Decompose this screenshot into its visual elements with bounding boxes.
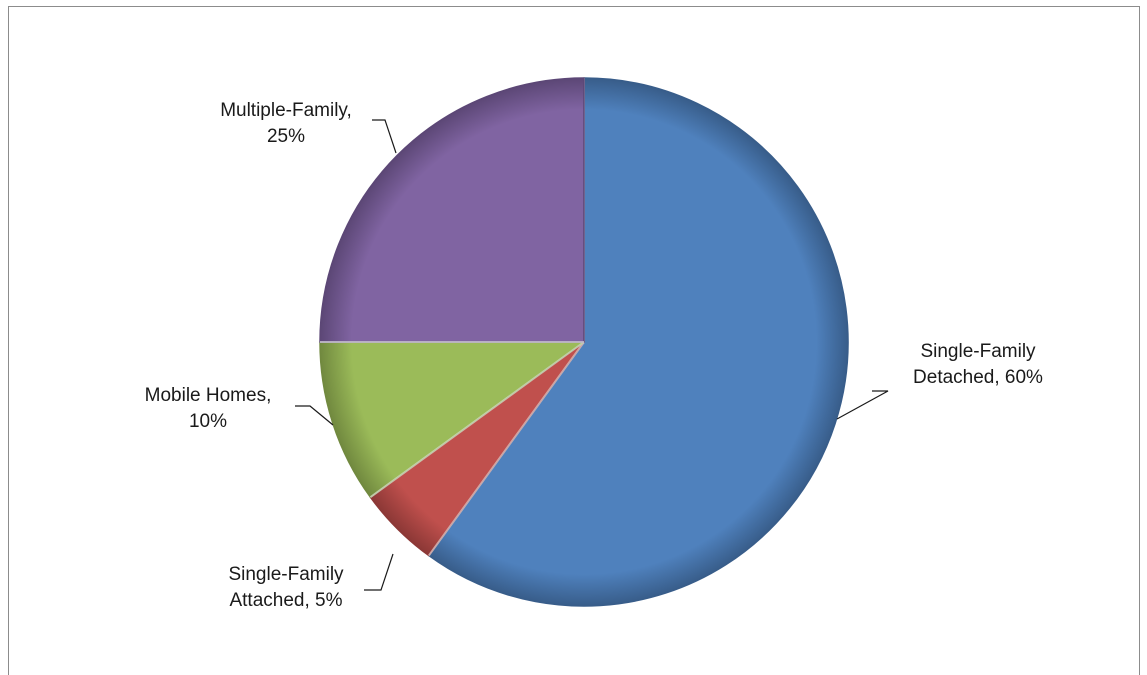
pie-slice-mobile-homes-10 (319, 341, 585, 498)
data-label-multiple-family-25: Multiple-Family, 25% (220, 100, 352, 147)
slice-edge-highlight (428, 341, 585, 557)
leader-line-multiple-family-25 (372, 119, 397, 154)
data-label-single-family-attached-5: Single-Family Attached, 5% (228, 564, 344, 611)
pie-slice-multiple-family-25 (319, 77, 585, 343)
leader-line-mobile-homes-10 (295, 405, 334, 426)
data-label-single-family-detached-60: Single-Family Detached, 60% (913, 341, 1043, 388)
data-label-mobile-homes-10: Mobile Homes, 10% (145, 385, 272, 432)
slice-edge-highlight (369, 341, 585, 498)
leader-line-single-family-detached-60 (836, 390, 889, 420)
pie-slice-single-family-detached-60 (428, 77, 849, 607)
leader-line-single-family-attached-5 (364, 553, 394, 591)
